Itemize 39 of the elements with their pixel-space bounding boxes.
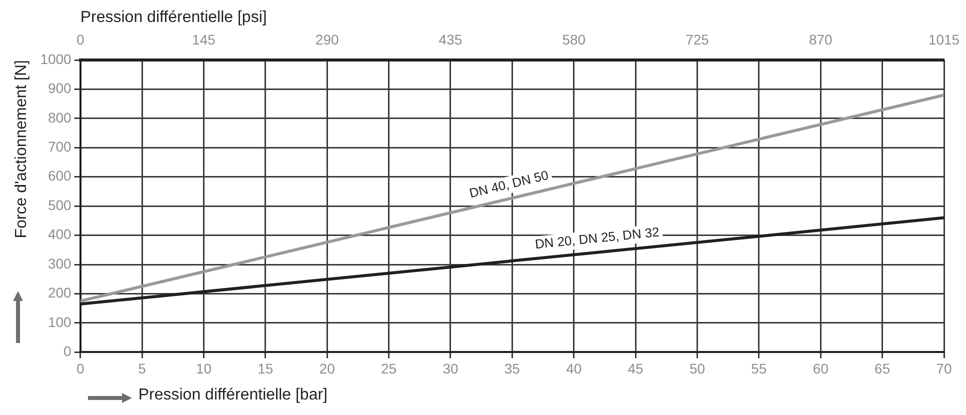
x-axis-title: Pression différentielle [bar] [138, 386, 328, 404]
x-tick-label: 0 [76, 360, 84, 376]
x-tick-label: 15 [258, 360, 274, 376]
x-tick-label: 55 [751, 360, 767, 376]
x-tick-label: 60 [812, 360, 829, 376]
text: DN 40, DN 50 [468, 167, 550, 201]
y-tick-label: 100 [48, 314, 72, 330]
x2-tick-label: 725 [686, 31, 710, 48]
x-tick-label: 50 [689, 360, 706, 376]
x2-tick-label: 0 [76, 31, 84, 48]
y-tick-label: 300 [48, 255, 72, 272]
y-tick-label: 200 [48, 284, 72, 301]
x2-tick-label: 1015 [928, 31, 960, 48]
x-tick-label: 40 [566, 360, 582, 376]
y-tick-label: 800 [48, 109, 72, 126]
x-tick-label: 70 [936, 360, 952, 376]
x-tick-label: 5 [138, 360, 146, 376]
x2-tick-label: 145 [192, 31, 216, 48]
x-tick-label: 20 [319, 360, 336, 376]
y-tick-label: 1000 [40, 50, 72, 67]
y-tick-label: 400 [48, 226, 72, 242]
x-tick-label: 35 [504, 360, 520, 376]
y-axis-title: Force d'actionnement [N] [13, 60, 30, 238]
y-tick-label: 500 [48, 196, 72, 213]
x-tick-label: 45 [628, 360, 644, 376]
x2-axis-title: Pression différentielle [psi] [80, 9, 267, 26]
y-tick-label: 900 [48, 80, 72, 96]
x-tick-label: 25 [381, 360, 397, 376]
y-tick-label: 0 [64, 343, 72, 360]
x2-tick-label: 580 [562, 31, 586, 48]
x-tick-label: 30 [442, 360, 458, 376]
x2-tick-label: 870 [808, 31, 833, 48]
text: DN 20, DN 25, DN 32 [534, 224, 660, 252]
x2-tick-label: 435 [438, 31, 462, 48]
y-tick-label: 600 [48, 168, 72, 184]
x2-tick-label: 290 [315, 31, 339, 48]
x-tick-label: 10 [196, 360, 212, 376]
y-tick-label: 700 [48, 138, 72, 155]
x-tick-label: 65 [874, 360, 890, 376]
